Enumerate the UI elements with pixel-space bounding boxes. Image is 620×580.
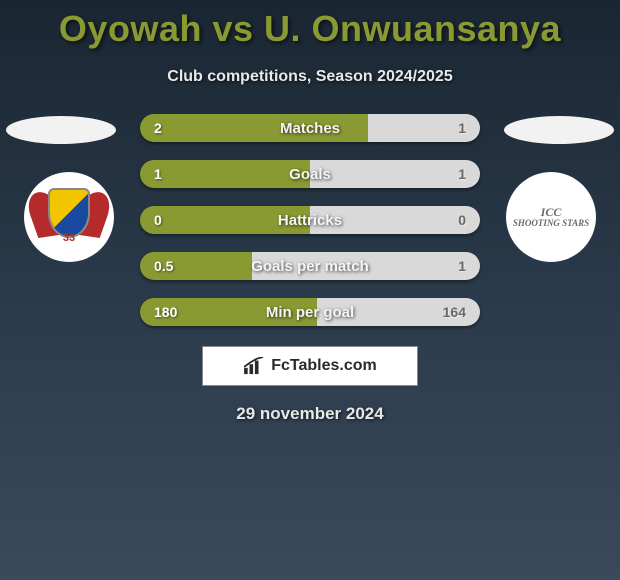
stat-value-right: 0	[458, 212, 466, 228]
stat-bar-right: 1	[310, 160, 480, 188]
page-title: Oyowah vs U. Onwuansanya	[0, 0, 620, 50]
club-badge-left: 33	[24, 172, 114, 262]
date-label: 29 november 2024	[0, 404, 620, 424]
player-photo-left	[6, 116, 116, 144]
crest-left-number: 33	[34, 232, 104, 244]
stat-value-left: 2	[154, 120, 162, 136]
stat-bar-right: 1	[252, 252, 480, 280]
subtitle: Club competitions, Season 2024/2025	[0, 68, 620, 86]
crest-right-line1: ICC	[541, 205, 562, 219]
crest-left: 33	[34, 182, 104, 252]
stat-value-right: 1	[458, 166, 466, 182]
comparison-panel: 33 ICC SHOOTING STARS 21Matches11Goals00…	[0, 114, 620, 424]
stat-bar-left: 2	[140, 114, 368, 142]
stat-bar-left: 0	[140, 206, 310, 234]
player-photo-right	[504, 116, 614, 144]
stat-row: 21Matches	[140, 114, 480, 142]
stat-bar-right: 164	[317, 298, 480, 326]
bar-chart-icon	[243, 357, 265, 375]
crest-right-line2: SHOOTING STARS	[513, 219, 589, 228]
stat-bar-right: 0	[310, 206, 480, 234]
club-badge-right: ICC SHOOTING STARS	[506, 172, 596, 262]
stat-value-left: 1	[154, 166, 162, 182]
stat-value-right: 1	[458, 120, 466, 136]
stat-value-left: 0.5	[154, 258, 173, 274]
stat-value-right: 1	[458, 258, 466, 274]
stat-bar-right: 1	[368, 114, 480, 142]
attribution-text: FcTables.com	[271, 357, 377, 375]
attribution-box[interactable]: FcTables.com	[202, 346, 418, 386]
stat-bars: 21Matches11Goals00Hattricks0.51Goals per…	[140, 114, 480, 326]
stat-value-right: 164	[443, 304, 466, 320]
stat-bar-left: 1	[140, 160, 310, 188]
stat-bar-left: 180	[140, 298, 317, 326]
stat-bar-left: 0.5	[140, 252, 252, 280]
stat-row: 180164Min per goal	[140, 298, 480, 326]
stat-row: 0.51Goals per match	[140, 252, 480, 280]
stat-value-left: 0	[154, 212, 162, 228]
stat-row: 11Goals	[140, 160, 480, 188]
stat-row: 00Hattricks	[140, 206, 480, 234]
stat-value-left: 180	[154, 304, 177, 320]
crest-right: ICC SHOOTING STARS	[513, 206, 589, 228]
